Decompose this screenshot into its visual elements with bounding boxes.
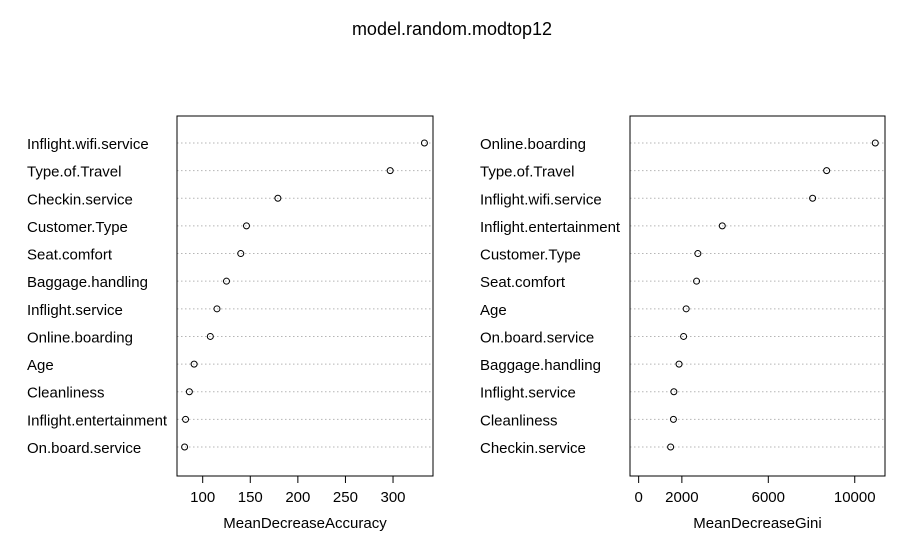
- data-point: [206, 332, 214, 340]
- category-label: Checkin.service: [480, 440, 586, 457]
- data-point: [675, 360, 683, 368]
- category-label: Customer.Type: [27, 219, 128, 236]
- category-label: Online.boarding: [27, 329, 133, 346]
- data-point: [222, 277, 230, 285]
- data-point: [420, 139, 428, 147]
- category-label: Online.boarding: [480, 136, 586, 153]
- data-point: [823, 167, 831, 175]
- x-tick-label: 300: [381, 489, 406, 506]
- category-label: Type.of.Travel: [480, 164, 574, 181]
- plot-frame: [629, 115, 886, 477]
- category-label: Checkin.service: [27, 191, 133, 208]
- plot-frame: [176, 115, 434, 477]
- figure-title: model.random.modtop12: [352, 19, 552, 39]
- data-point: [669, 415, 677, 423]
- data-point: [182, 415, 190, 423]
- category-label: Inflight.entertainment: [480, 219, 621, 236]
- category-label: Baggage.handling: [480, 357, 601, 374]
- data-point: [181, 443, 189, 451]
- data-point: [237, 250, 245, 258]
- category-label: On.board.service: [480, 329, 594, 346]
- x-tick-label: 6000: [752, 489, 785, 506]
- category-label: Inflight.service: [480, 385, 576, 402]
- data-point: [274, 194, 282, 202]
- category-label: Inflight.wifi.service: [480, 191, 602, 208]
- data-point: [667, 443, 675, 451]
- x-tick-label: 0: [634, 489, 642, 506]
- category-label: On.board.service: [27, 440, 141, 457]
- category-label: Baggage.handling: [27, 274, 148, 291]
- category-label: Age: [27, 357, 54, 374]
- data-point: [809, 194, 817, 202]
- category-label: Inflight.wifi.service: [27, 136, 149, 153]
- data-point: [718, 222, 726, 230]
- category-label: Age: [480, 302, 507, 319]
- x-tick-label: 100: [190, 489, 215, 506]
- data-point: [694, 250, 702, 258]
- data-point: [680, 332, 688, 340]
- data-point: [213, 305, 221, 313]
- x-tick-label: 10000: [834, 489, 876, 506]
- x-axis-title: MeanDecreaseAccuracy: [223, 515, 387, 532]
- category-label: Seat.comfort: [480, 274, 566, 291]
- data-point: [693, 277, 701, 285]
- data-point: [871, 139, 879, 147]
- category-label: Seat.comfort: [27, 247, 113, 264]
- data-point: [682, 305, 690, 313]
- x-axis-title: MeanDecreaseGini: [693, 515, 821, 532]
- category-label: Type.of.Travel: [27, 164, 121, 181]
- data-point: [242, 222, 250, 230]
- category-label: Inflight.service: [27, 302, 123, 319]
- data-point: [190, 360, 198, 368]
- x-tick-label: 2000: [665, 489, 698, 506]
- x-tick-label: 200: [285, 489, 310, 506]
- category-label: Inflight.entertainment: [27, 412, 168, 429]
- category-label: Cleanliness: [480, 412, 558, 429]
- accuracy-dotchart: Inflight.wifi.service Type.of.Travel Check…: [27, 115, 434, 532]
- gini-dotchart: Online.boarding Type.of.Travel Inflight.wi…: [480, 115, 886, 532]
- x-tick-label: 250: [333, 489, 358, 506]
- data-point: [185, 388, 193, 396]
- category-label: Cleanliness: [27, 385, 105, 402]
- category-label: Customer.Type: [480, 247, 581, 264]
- x-tick-label: 150: [238, 489, 263, 506]
- data-point: [386, 167, 394, 175]
- data-point: [670, 388, 678, 396]
